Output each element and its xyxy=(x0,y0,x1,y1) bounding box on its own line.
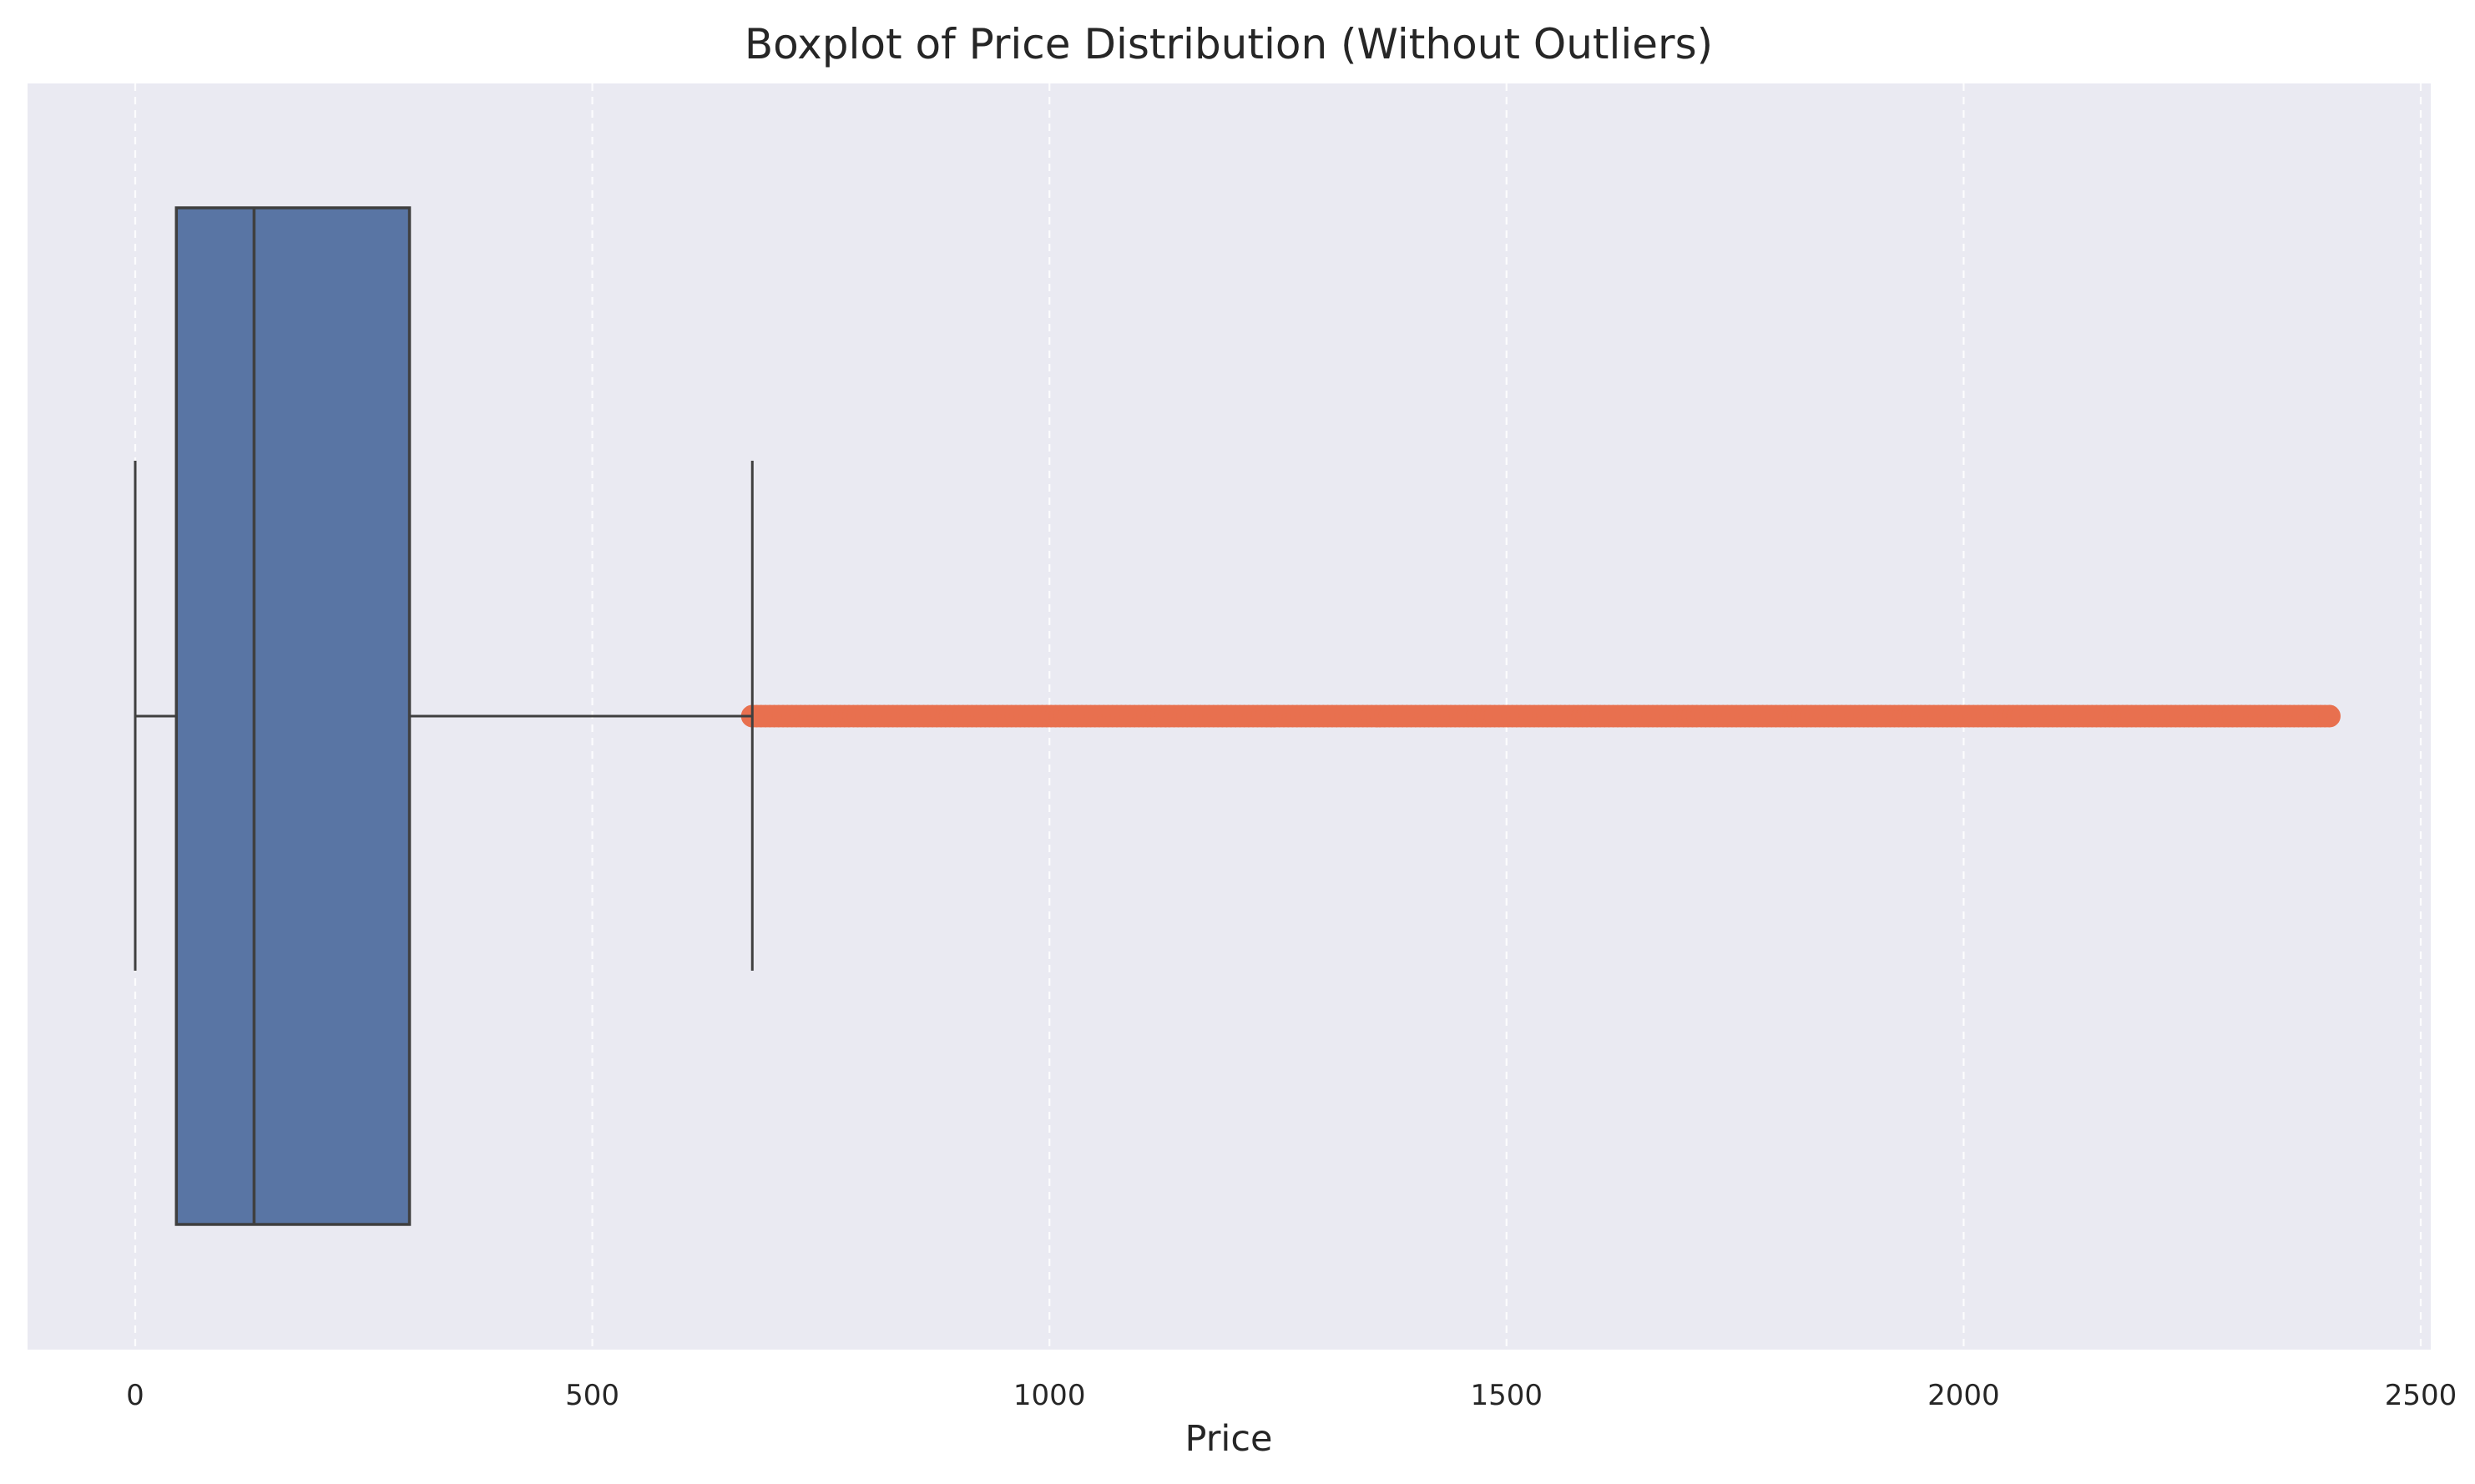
x-axis-label: Price xyxy=(1185,1418,1273,1460)
x-tick-label: 2500 xyxy=(2385,1379,2457,1412)
outlier-points xyxy=(740,704,2341,728)
x-tick-label: 500 xyxy=(565,1379,619,1412)
box-iqr xyxy=(174,206,412,1226)
x-tick-label: 2000 xyxy=(1927,1379,2000,1412)
chart-title: Boxplot of Price Distribution (Without O… xyxy=(745,20,1713,68)
x-tick-label: 1000 xyxy=(1013,1379,1086,1412)
boxplot xyxy=(134,206,754,1226)
x-tick-label: 1500 xyxy=(1471,1379,1543,1412)
x-axis-ticks: 0 500 1000 1500 2000 2500 xyxy=(126,1379,2457,1412)
x-tick-label: 0 xyxy=(126,1379,144,1412)
outlier-point xyxy=(2317,704,2341,728)
